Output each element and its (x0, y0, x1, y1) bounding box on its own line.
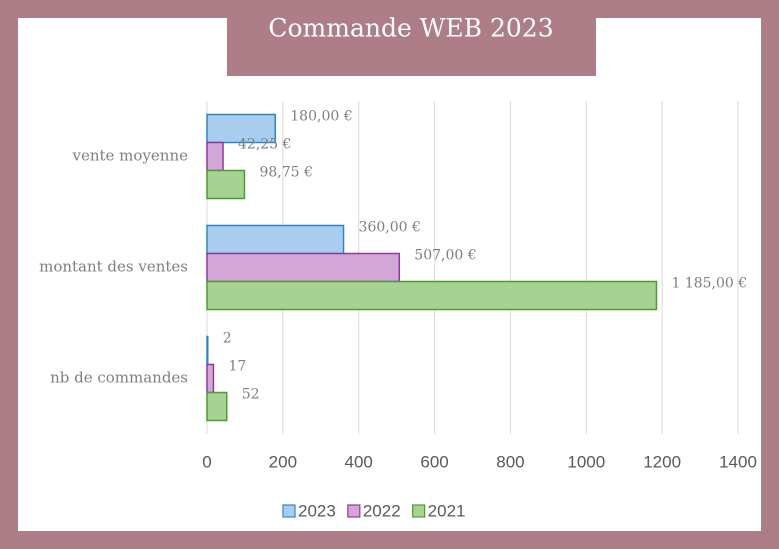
x-tick-label: 1000 (567, 452, 605, 471)
bar (206, 224, 345, 255)
value-label: 180,00 € (290, 109, 352, 125)
legend-label: 2021 (428, 501, 466, 520)
value-label: 2 (223, 331, 232, 347)
bar (206, 169, 246, 200)
frame-tab (196, 0, 210, 18)
x-tick-label: 400 (345, 452, 373, 471)
legend-swatch (412, 504, 426, 518)
value-label: 1 185,00 € (671, 276, 747, 292)
chart-title: Commande WEB 2023 (268, 14, 553, 43)
value-label: 17 (228, 359, 246, 375)
title-box (227, 0, 596, 76)
legend-swatch (347, 504, 361, 518)
category-label: vente moyenne (72, 147, 189, 165)
x-tick-label: 1200 (643, 452, 681, 471)
value-label: 360,00 € (359, 220, 421, 236)
bar (206, 280, 658, 311)
category-label: montant des ventes (39, 258, 188, 276)
bar (206, 391, 228, 422)
value-label: 507,00 € (414, 248, 476, 264)
x-tick-label: 0 (202, 452, 211, 471)
bar (206, 113, 277, 144)
value-label: 98,75 € (259, 165, 312, 181)
bar (206, 335, 209, 366)
bar (206, 252, 401, 283)
legend-label: 2023 (298, 501, 336, 520)
x-tick-label: 1400 (719, 452, 757, 471)
category-label: nb de commandes (50, 369, 188, 387)
legend-label: 2022 (363, 501, 401, 520)
value-label: 52 (242, 387, 260, 403)
x-tick-label: 200 (269, 452, 297, 471)
x-tick-label: 600 (420, 452, 448, 471)
bar (206, 141, 224, 172)
value-label: 42,25 € (238, 137, 291, 153)
x-tick-label: 800 (496, 452, 524, 471)
bar (206, 363, 215, 394)
legend-swatch (282, 504, 296, 518)
